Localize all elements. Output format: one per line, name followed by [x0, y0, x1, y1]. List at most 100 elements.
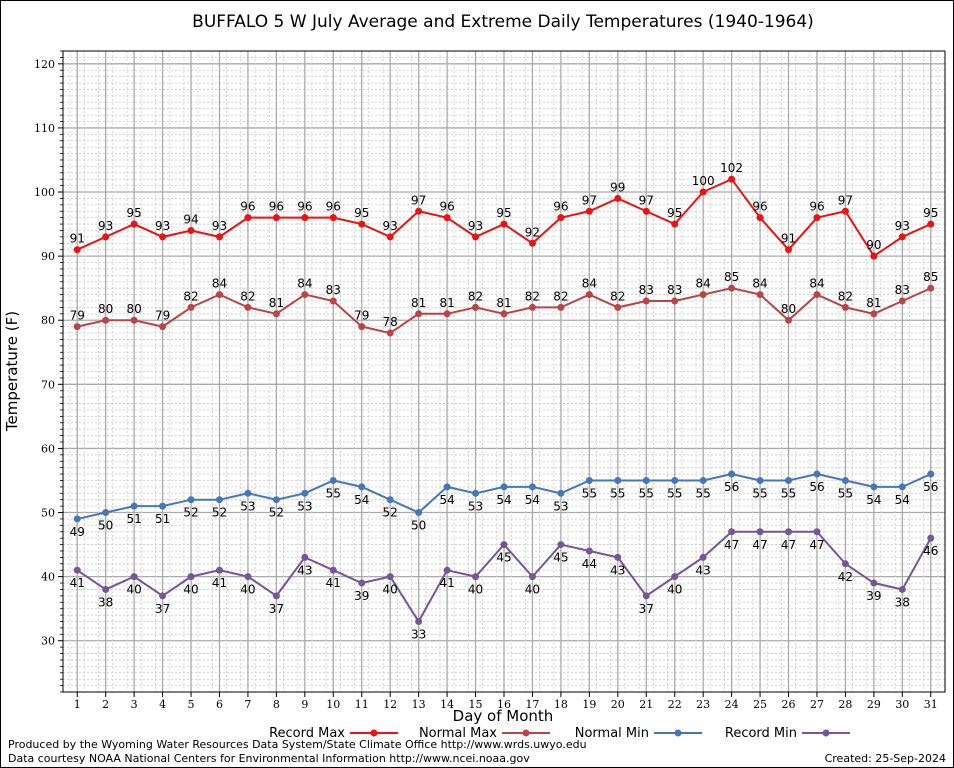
data-label: 79	[70, 309, 85, 323]
x-tick-label: 13	[412, 698, 426, 711]
data-label: 92	[525, 225, 540, 239]
data-label: 96	[809, 200, 824, 214]
x-tick-label: 11	[355, 698, 369, 711]
data-point	[443, 566, 451, 574]
data-point	[699, 188, 707, 196]
data-label: 93	[98, 219, 113, 233]
data-point	[415, 207, 423, 215]
data-label: 56	[724, 480, 739, 494]
data-point	[358, 579, 366, 587]
data-label: 96	[297, 200, 312, 214]
x-tick-label: 19	[582, 698, 596, 711]
data-point	[272, 496, 280, 504]
data-point	[472, 303, 480, 311]
data-label: 93	[383, 219, 398, 233]
data-point	[386, 233, 394, 241]
x-tick-label: 20	[611, 698, 625, 711]
x-tick-label: 31	[924, 698, 938, 711]
x-tick-label: 16	[497, 698, 511, 711]
legend-label: Record Max	[269, 726, 345, 741]
x-tick-label: 26	[782, 698, 796, 711]
data-label: 81	[866, 296, 881, 310]
data-label: 81	[439, 296, 454, 310]
data-point	[898, 483, 906, 491]
data-label: 49	[70, 525, 85, 539]
data-point	[898, 585, 906, 593]
data-label: 80	[781, 302, 796, 316]
data-point	[386, 573, 394, 581]
y-tick-label: 120	[34, 58, 55, 71]
data-point	[614, 553, 622, 561]
data-label: 84	[297, 277, 312, 291]
data-label: 82	[553, 289, 568, 303]
data-point	[415, 509, 423, 517]
data-point	[443, 214, 451, 222]
data-label: 97	[582, 193, 597, 207]
data-point	[642, 592, 650, 600]
data-point	[102, 509, 110, 517]
data-label: 83	[639, 283, 654, 297]
data-point	[728, 284, 736, 292]
data-label: 54	[439, 493, 454, 507]
y-tick-label: 80	[41, 314, 55, 327]
footer-data-courtesy: Data courtesy NOAA National Centers for …	[8, 752, 530, 765]
data-point	[528, 303, 536, 311]
data-label: 47	[752, 538, 767, 552]
data-point	[73, 323, 81, 331]
data-point	[528, 239, 536, 247]
data-point	[841, 560, 849, 568]
data-label: 93	[212, 219, 227, 233]
data-point	[472, 489, 480, 497]
data-point	[329, 476, 337, 484]
data-label: 37	[155, 602, 170, 616]
data-label: 39	[866, 589, 881, 603]
data-point	[898, 233, 906, 241]
data-point	[927, 470, 935, 478]
data-point	[642, 207, 650, 215]
data-point	[614, 194, 622, 202]
data-point	[187, 496, 195, 504]
data-label: 51	[155, 512, 170, 526]
data-point	[443, 483, 451, 491]
data-label: 83	[895, 283, 910, 297]
data-point	[898, 297, 906, 305]
data-point	[358, 220, 366, 228]
x-tick-label: 2	[102, 698, 109, 711]
data-label: 84	[752, 277, 767, 291]
data-point	[756, 291, 764, 299]
data-point	[813, 470, 821, 478]
x-tick-label: 28	[838, 698, 852, 711]
data-label: 55	[838, 486, 853, 500]
data-label: 53	[297, 499, 312, 513]
data-point	[130, 502, 138, 510]
y-tick-label: 110	[34, 122, 55, 135]
x-tick-label: 8	[273, 698, 280, 711]
data-label: 50	[411, 519, 426, 533]
data-label: 79	[354, 309, 369, 323]
x-tick-label: 4	[159, 698, 166, 711]
data-point	[130, 316, 138, 324]
data-point	[785, 528, 793, 536]
data-point	[870, 483, 878, 491]
data-label: 82	[240, 289, 255, 303]
data-point	[728, 528, 736, 536]
data-point	[215, 496, 223, 504]
data-label: 95	[354, 206, 369, 220]
data-point	[927, 284, 935, 292]
data-point	[870, 310, 878, 318]
data-label: 40	[667, 583, 682, 597]
data-point	[671, 573, 679, 581]
data-point	[187, 303, 195, 311]
data-point	[73, 246, 81, 254]
data-label: 96	[439, 200, 454, 214]
data-label: 79	[155, 309, 170, 323]
grid-layer	[63, 50, 945, 693]
data-label: 52	[383, 506, 398, 520]
data-point	[472, 233, 480, 241]
data-label: 55	[610, 486, 625, 500]
data-point	[841, 476, 849, 484]
data-point	[528, 573, 536, 581]
